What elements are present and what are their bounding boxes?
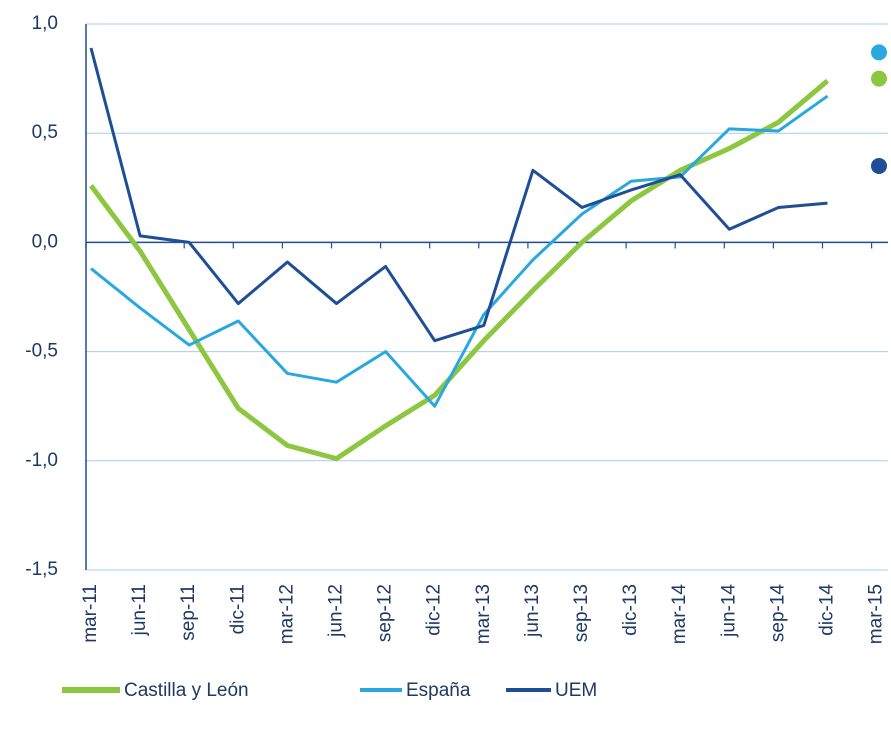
x-tick-label: sep-12: [375, 584, 396, 642]
y-tick-label: -0,5: [25, 341, 58, 362]
x-tick-label: sep-13: [571, 584, 592, 642]
x-tick-label: dic-14: [817, 584, 838, 636]
y-tick-label: 1,0: [32, 13, 58, 34]
x-tick-label: dic-12: [424, 584, 445, 636]
x-tick-label: sep-11: [178, 584, 199, 641]
x-tick-label: jun-11: [129, 584, 150, 636]
y-tick-label: 0,5: [32, 122, 58, 143]
x-tick-label: dic-13: [620, 584, 641, 636]
x-tick-label: mar-11: [80, 584, 101, 643]
series-line: [88, 78, 830, 462]
x-tick-label: mar-14: [669, 584, 690, 645]
y-tick-label: -1,0: [25, 450, 58, 471]
x-tick-label: dic-11: [227, 584, 248, 634]
legend-label: España: [406, 680, 471, 701]
legend-label: Castilla y León: [124, 680, 249, 701]
x-tick-label: jun-12: [326, 584, 347, 638]
series-marker: [871, 157, 887, 174]
x-tick-label: mar-12: [276, 584, 297, 644]
x-tick-label: mar-13: [473, 584, 494, 644]
x-tick-label: jun-13: [522, 584, 543, 638]
series-line: [90, 94, 829, 408]
x-tick-label: mar-15: [866, 584, 887, 644]
y-tick-label: -1,5: [25, 559, 58, 580]
series-marker: [871, 44, 887, 61]
x-tick-label: sep-14: [767, 584, 788, 643]
series-marker: [871, 70, 887, 87]
series-line: [89, 47, 828, 343]
legend-label: UEM: [555, 680, 597, 701]
x-tick-label: jun-14: [718, 584, 739, 638]
y-tick-label: 0,0: [32, 231, 58, 252]
